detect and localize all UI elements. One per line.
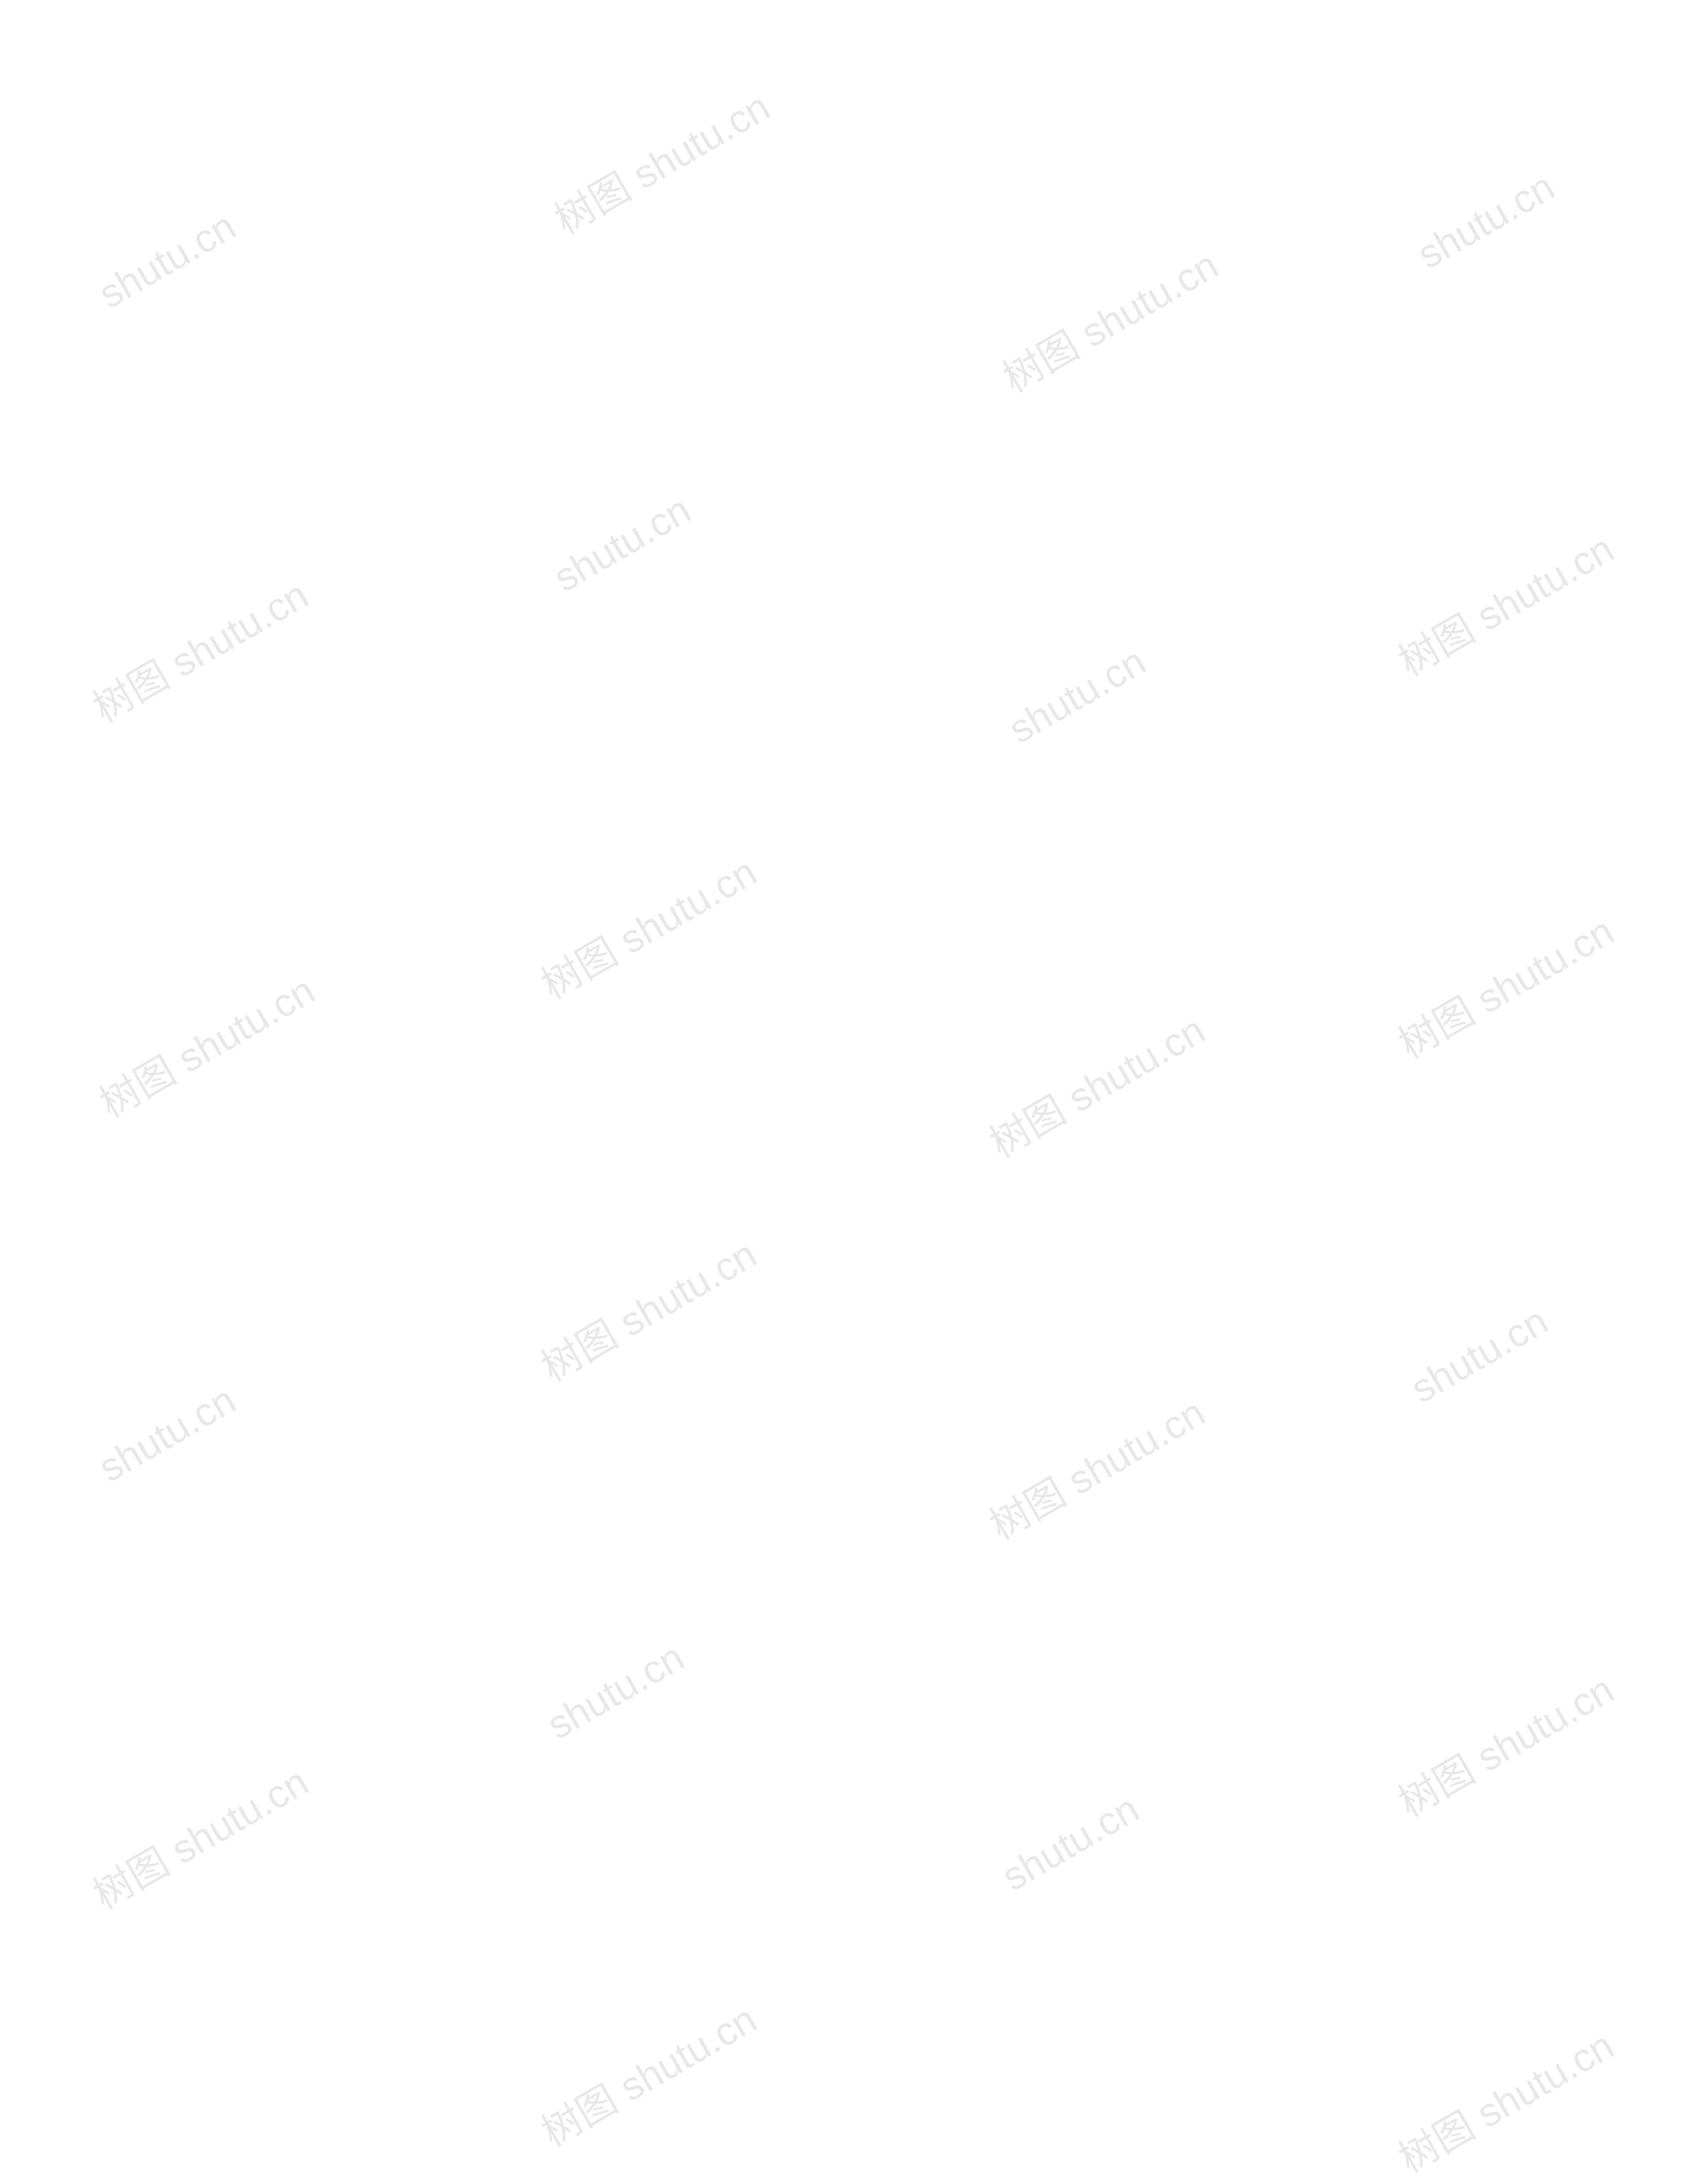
watermark: 树图 shutu.cn: [81, 1751, 317, 1920]
watermark: 树图 shutu.cn: [543, 76, 779, 245]
watermark: shutu.cn: [539, 1634, 692, 1748]
watermark: shutu.cn: [1403, 1298, 1555, 1412]
watermark: 树图 shutu.cn: [529, 1988, 766, 2158]
watermark: 树图 shutu.cn: [88, 959, 324, 1129]
watermark: shutu.cn: [1001, 638, 1153, 752]
watermark: 树图 shutu.cn: [978, 1381, 1214, 1551]
watermark: shutu.cn: [91, 203, 243, 317]
watermark: 树图 shutu.cn: [529, 1223, 766, 1393]
watermark: 树图 shutu.cn: [1387, 1658, 1623, 1828]
watermark: 树图 shutu.cn: [991, 234, 1227, 404]
watermark: 树图 shutu.cn: [81, 564, 317, 733]
watermark: 树图 shutu.cn: [529, 841, 766, 1010]
watermark: shutu.cn: [546, 487, 698, 601]
watermark: shutu.cn: [994, 1786, 1147, 1900]
watermark: 树图 shutu.cn: [1387, 2015, 1623, 2184]
watermark: shutu.cn: [1410, 164, 1562, 278]
watermark: 树图 shutu.cn: [1387, 518, 1623, 687]
watermark: 树图 shutu.cn: [1387, 900, 1623, 1070]
watermark: shutu.cn: [91, 1377, 243, 1491]
watermark: 树图 shutu.cn: [978, 999, 1214, 1168]
